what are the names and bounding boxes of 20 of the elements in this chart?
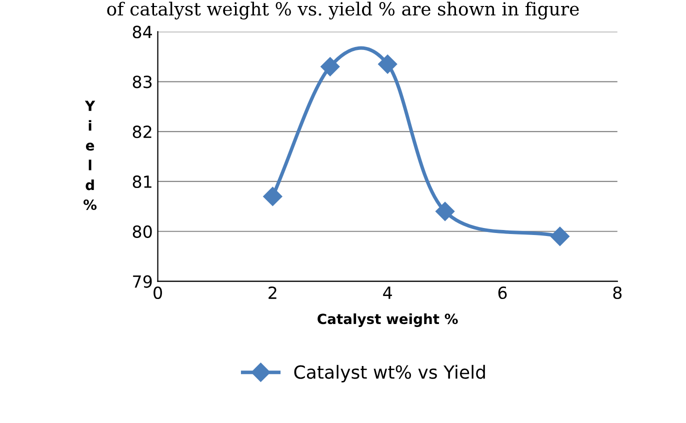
point	[263, 186, 282, 206]
point	[550, 226, 570, 246]
point	[320, 57, 340, 76]
y-tick-label: 79	[133, 275, 152, 288]
legend-label: Catalyst wt% vs Yield	[294, 364, 485, 382]
y-tick-label: 81	[132, 175, 152, 188]
x-tick-label: 4	[383, 286, 392, 299]
y-tick-label: 84	[132, 26, 152, 38]
y-axis-title: Yield %	[84, 100, 97, 210]
point	[436, 202, 455, 221]
y-tick-label: 82	[132, 126, 152, 138]
x-tick-label: 8	[613, 286, 622, 300]
x-axis-title: Catalyst weight %	[318, 313, 458, 327]
point	[378, 54, 398, 74]
x-tick-label: 0	[154, 286, 162, 300]
text: of catalyst weight % vs. yield % are shown in figure	[107, 2, 579, 20]
x-tick-label: 6	[498, 286, 507, 300]
x-tick-label: 2	[268, 286, 276, 299]
y-tick-label: 80	[132, 225, 152, 238]
y-tick-label: 83	[132, 76, 152, 88]
